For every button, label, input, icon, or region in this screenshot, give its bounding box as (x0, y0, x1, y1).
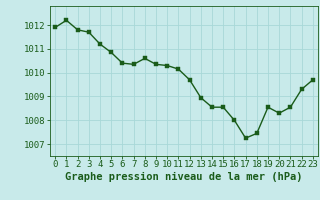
X-axis label: Graphe pression niveau de la mer (hPa): Graphe pression niveau de la mer (hPa) (65, 172, 303, 182)
